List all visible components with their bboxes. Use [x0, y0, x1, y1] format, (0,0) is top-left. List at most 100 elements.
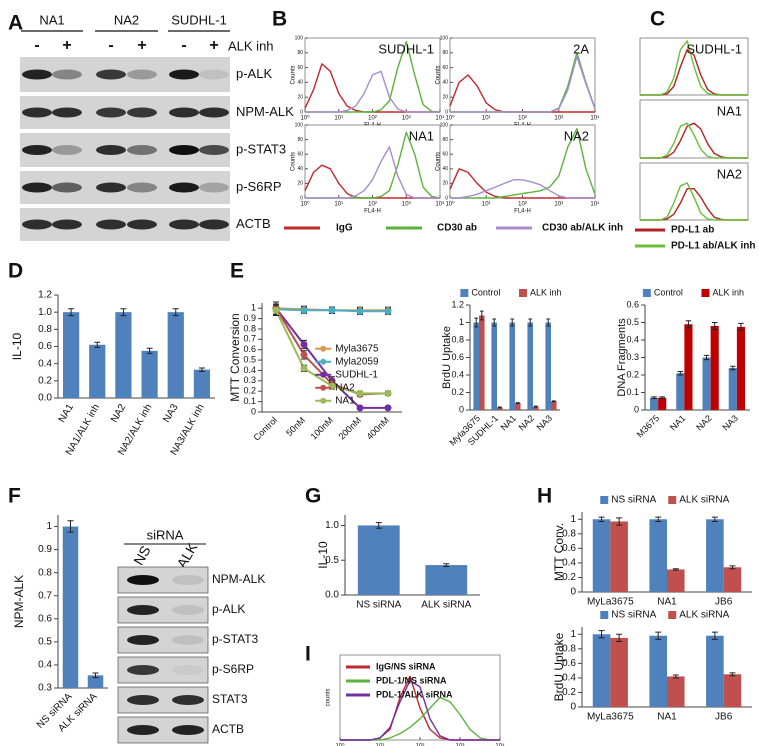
error-bar — [533, 405, 538, 408]
bar — [676, 373, 685, 410]
x-tick-label: 10³ — [554, 116, 563, 122]
legend-label: NA2 — [335, 382, 355, 393]
x-tick-label: NA2 — [109, 402, 128, 425]
y-tick-label: 20 — [297, 181, 303, 187]
blot-group-label: SUDHL-1 — [171, 12, 227, 27]
x-tick-label: 10¹ — [376, 744, 385, 746]
panel-label: B — [272, 8, 287, 31]
x-tick-label: NS siRNA — [356, 600, 401, 611]
legend-label: ALK inh — [530, 287, 562, 297]
y-tick-label: 0.0 — [325, 590, 339, 601]
x-tick-label: NA2 — [517, 413, 536, 432]
blot-band — [96, 219, 126, 230]
error-bar — [492, 318, 497, 327]
y-tick-label: 0.8 — [243, 323, 256, 333]
error-bar — [685, 320, 692, 329]
y-tick-label: 40 — [297, 80, 303, 86]
treatment-label: ALK inh — [228, 38, 274, 53]
bar — [728, 368, 737, 410]
legend-marker — [320, 345, 327, 352]
y-tick-label: 0.4 — [562, 558, 576, 569]
y-tick-label: 0 — [251, 406, 256, 416]
panel-label: E — [230, 260, 244, 283]
legend-swatch — [668, 496, 677, 504]
error-bar — [598, 630, 605, 639]
error-bar — [711, 631, 718, 640]
blot-band — [22, 145, 52, 155]
blot-header: siRNA — [147, 527, 184, 542]
legend-marker — [320, 384, 327, 391]
x-tick-label: 10⁰ — [445, 115, 455, 122]
blot-band — [127, 107, 157, 118]
x-tick-label: 200nM — [337, 415, 364, 442]
blot-band — [52, 107, 82, 118]
blot-band — [127, 69, 157, 80]
plot-frame — [449, 124, 596, 199]
point — [356, 307, 364, 315]
x-tick-label: 10² — [416, 744, 425, 746]
plot-frame — [339, 654, 501, 741]
x-tick-label: 10⁴ — [495, 743, 505, 746]
x-tick-label: JB6 — [715, 712, 733, 723]
blot-band — [52, 145, 82, 155]
x-tick-label: M3675 — [635, 413, 662, 440]
blot-row-label: STAT3 — [212, 692, 248, 706]
x-tick-label: NA2 — [694, 413, 713, 432]
x-tick-label: 400nM — [365, 415, 392, 442]
panel-label: A — [8, 12, 23, 35]
y-tick-label: 1.0 — [325, 520, 339, 531]
bar — [479, 315, 485, 410]
error-bar — [515, 402, 520, 404]
blot-band — [199, 182, 229, 193]
y-tick-label: 0 — [300, 109, 303, 115]
blot-group-label: NA2 — [114, 12, 139, 27]
y-tick-label: 0 — [570, 587, 576, 598]
lane-sign: - — [34, 37, 39, 54]
x-tick-label: 100nM — [309, 415, 336, 442]
error-bar — [730, 365, 736, 371]
legend-swatch — [600, 496, 609, 504]
x-tick-label: NA1 — [499, 413, 518, 432]
blot-row-label: ACTB — [236, 216, 271, 231]
error-bar — [68, 308, 75, 317]
panel-label: F — [8, 485, 21, 508]
x-tick-label: NA1 — [657, 597, 677, 608]
y-tick-label: 0 — [445, 195, 448, 201]
bar — [667, 676, 685, 707]
point — [300, 351, 308, 359]
y-tick-label: 60 — [297, 152, 303, 158]
point — [328, 306, 336, 314]
panel-label: G — [305, 485, 321, 508]
blot-band — [169, 107, 199, 118]
panel-subtitle: 2A — [573, 41, 589, 56]
y-tick-label: 0.8 — [562, 643, 576, 654]
bar — [610, 637, 628, 707]
legend-swatch — [460, 289, 469, 297]
lane-sign: - — [108, 37, 113, 54]
blot-row-label: p-STAT3 — [212, 632, 259, 646]
y-axis-label: Counts — [436, 152, 442, 171]
error-bar — [474, 317, 479, 328]
error-bar — [546, 318, 551, 327]
blot-band — [96, 69, 126, 80]
lane-sign: + — [62, 37, 71, 54]
error-bar — [598, 516, 605, 522]
point — [384, 404, 392, 412]
point — [300, 306, 308, 314]
blot-band — [172, 725, 204, 735]
error-bar — [375, 522, 382, 529]
blot-band — [22, 219, 52, 230]
x-tick-label: NA3 — [535, 413, 554, 432]
bar — [592, 519, 611, 592]
blot-row-label: NPM-ALK — [212, 572, 265, 586]
x-tick-label: 10⁰ — [445, 201, 455, 208]
point — [356, 404, 364, 412]
legend-label: NS siRNA — [611, 495, 656, 506]
x-tick-label: 10³ — [402, 116, 411, 122]
y-tick-label: 0.2 — [562, 687, 576, 698]
histogram-curve — [640, 182, 748, 221]
y-tick-label: 1.2 — [451, 299, 464, 309]
histogram-curve — [640, 40, 748, 96]
